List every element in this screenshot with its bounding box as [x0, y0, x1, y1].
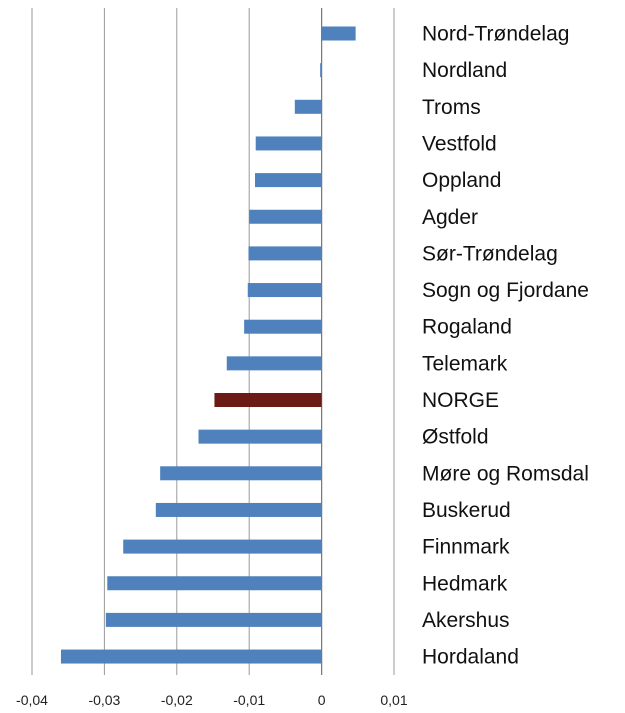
category-label: Akershus — [422, 609, 510, 632]
x-tick-label: -0,02 — [161, 692, 193, 708]
category-label: Oppland — [422, 169, 501, 192]
category-label: Møre og Romsdal — [422, 462, 589, 485]
bar — [160, 466, 322, 481]
x-tick-label: 0,01 — [380, 692, 407, 708]
x-tick-label: -0,03 — [88, 692, 120, 708]
bar — [294, 99, 322, 114]
category-label: Østfold — [422, 426, 489, 449]
category-label: Agder — [422, 206, 478, 229]
bar — [249, 209, 322, 224]
bar — [60, 649, 322, 664]
x-tick-labels: -0,04 -0,03 -0,02 -0,01 0 0,01 — [16, 692, 408, 708]
x-tick-label: -0,01 — [233, 692, 265, 708]
category-label: Troms — [422, 96, 481, 119]
bar — [321, 26, 356, 41]
category-label: Hordaland — [422, 646, 519, 669]
bar — [254, 173, 322, 188]
bar — [320, 63, 322, 78]
category-label: Sogn og Fjordane — [422, 279, 589, 302]
bar — [226, 356, 322, 371]
bar — [105, 612, 322, 627]
bar — [244, 319, 322, 334]
category-label: Rogaland — [422, 316, 512, 339]
category-label: NORGE — [422, 389, 499, 412]
bar — [198, 429, 322, 444]
bars — [60, 26, 356, 664]
bar — [255, 136, 322, 151]
category-label: Telemark — [422, 352, 508, 375]
category-label: Nordland — [422, 59, 507, 82]
bar — [248, 246, 322, 261]
category-label: Buskerud — [422, 499, 511, 522]
category-labels: Nord-Trøndelag Nordland Troms Vestfold Oppla… — [422, 23, 589, 669]
x-tick-label: 0 — [318, 692, 326, 708]
category-label: Finnmark — [422, 536, 510, 559]
category-label: Hedmark — [422, 572, 508, 595]
category-label: Nord-Trøndelag — [422, 23, 569, 46]
bar-highlight — [214, 393, 322, 407]
category-label: Vestfold — [422, 132, 497, 155]
category-label: Sør-Trøndelag — [422, 242, 558, 265]
bar — [107, 576, 322, 591]
bar — [247, 283, 322, 298]
bar — [123, 539, 322, 554]
x-tick-label: -0,04 — [16, 692, 48, 708]
grid-lines — [31, 8, 395, 675]
bar — [155, 502, 322, 517]
